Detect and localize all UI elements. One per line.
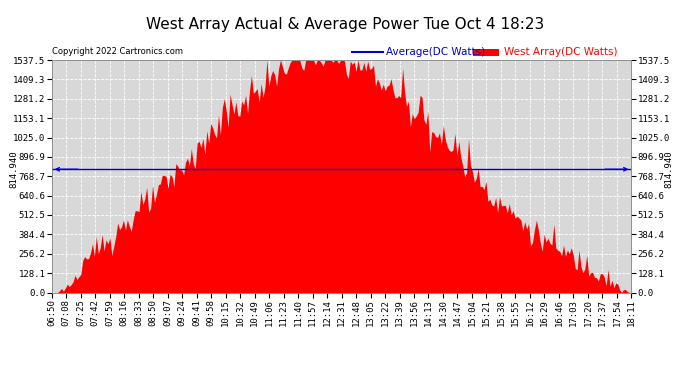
Text: Copyright 2022 Cartronics.com: Copyright 2022 Cartronics.com <box>52 47 183 56</box>
Text: 814.940: 814.940 <box>664 150 674 188</box>
Text: 814.940: 814.940 <box>9 150 19 188</box>
Text: Average(DC Watts): Average(DC Watts) <box>386 47 486 57</box>
Text: West Array Actual & Average Power Tue Oct 4 18:23: West Array Actual & Average Power Tue Oc… <box>146 17 544 32</box>
Text: West Array(DC Watts): West Array(DC Watts) <box>504 47 617 57</box>
